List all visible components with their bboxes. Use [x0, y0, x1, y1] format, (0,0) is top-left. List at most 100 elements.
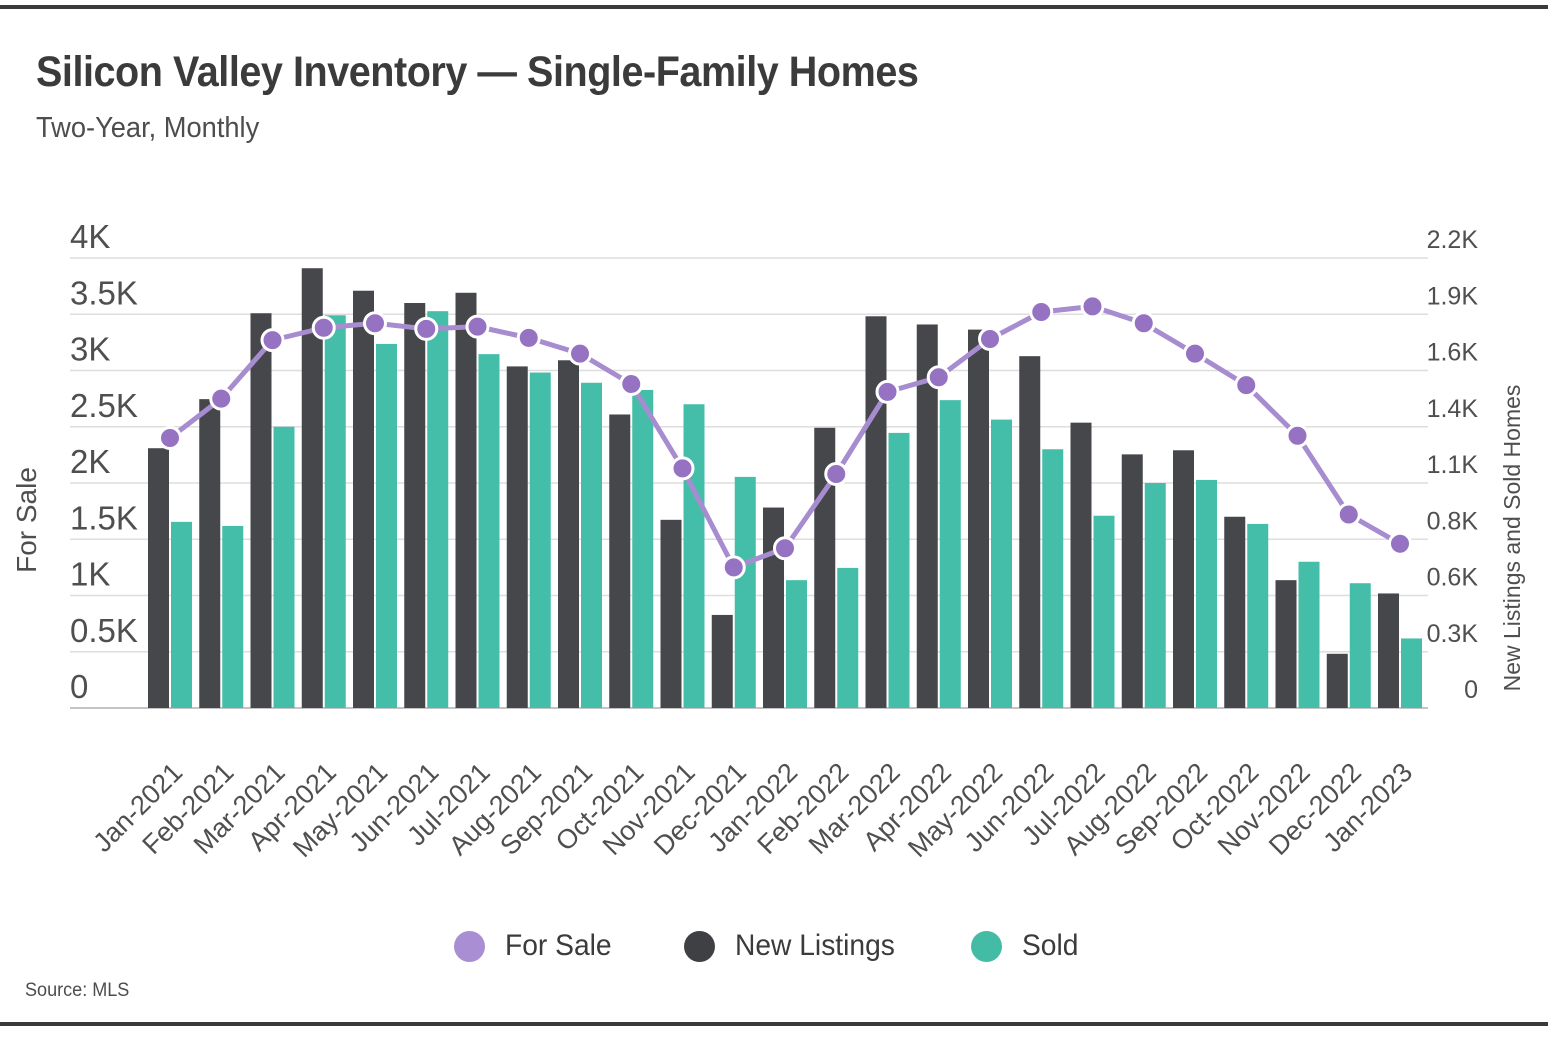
bar-sold-Jan-2021[interactable]: [171, 521, 192, 708]
bar-sold-May-2022[interactable]: [991, 419, 1012, 708]
left-axis-tick-label: 3K: [70, 331, 110, 368]
point-for-sale-May-2021[interactable]: [363, 311, 387, 336]
point-for-sale-Nov-2021[interactable]: [670, 456, 695, 481]
bar-new-listings-Jan-2023[interactable]: [1378, 593, 1399, 708]
left-axis-tick-label: 1.5K: [70, 499, 138, 536]
bar-new-listings-May-2022[interactable]: [968, 329, 989, 708]
bar-sold-Mar-2022[interactable]: [888, 432, 910, 708]
point-for-sale-Feb-2021[interactable]: [209, 386, 234, 411]
bar-new-listings-May-2021[interactable]: [353, 290, 374, 708]
bar-sold-Jun-2022[interactable]: [1042, 449, 1064, 708]
bar-sold-Apr-2021[interactable]: [324, 315, 346, 708]
right-axis-tick-label: 1.6K: [1427, 339, 1479, 367]
right-axis-tick-label: 1.1K: [1427, 451, 1479, 479]
point-for-sale-Jan-2021[interactable]: [158, 426, 182, 450]
bar-new-listings-Nov-2021[interactable]: [660, 519, 682, 708]
top-border-rule: [0, 5, 1548, 9]
point-for-sale-Apr-2021[interactable]: [311, 315, 336, 340]
point-for-sale-Dec-2021[interactable]: [721, 555, 746, 580]
legend-label-sold: Sold: [1022, 929, 1079, 962]
right-axis-tick-label: 0.3K: [1427, 620, 1479, 648]
point-for-sale-Jun-2022[interactable]: [1029, 300, 1054, 324]
legend-item-new-listings[interactable]: New Listings: [684, 929, 905, 963]
left-axis-tick-label: 0: [70, 668, 88, 705]
left-axis-title: For Sale: [11, 467, 42, 573]
bar-sold-Jun-2021[interactable]: [427, 311, 449, 708]
new-listings-swatch-icon: [684, 930, 716, 962]
bar-sold-Mar-2021[interactable]: [273, 426, 295, 708]
bar-new-listings-Sep-2021[interactable]: [558, 360, 579, 708]
point-for-sale-Jan-2023[interactable]: [1388, 531, 1412, 556]
point-for-sale-Aug-2021[interactable]: [516, 325, 541, 350]
bar-sold-Aug-2022[interactable]: [1144, 483, 1166, 708]
point-for-sale-Jul-2021[interactable]: [465, 314, 490, 339]
point-for-sale-Feb-2022[interactable]: [824, 462, 849, 486]
point-for-sale-Sep-2022[interactable]: [1183, 341, 1207, 366]
bar-sold-Oct-2021[interactable]: [632, 389, 654, 708]
bar-sold-Feb-2021[interactable]: [222, 525, 244, 708]
bar-new-listings-Aug-2022[interactable]: [1121, 454, 1143, 708]
bar-sold-Nov-2022[interactable]: [1298, 561, 1320, 708]
right-axis-title: New Listings and Sold Homes: [1499, 385, 1525, 692]
point-for-sale-Oct-2021[interactable]: [619, 372, 644, 396]
bar-sold-Dec-2022[interactable]: [1349, 583, 1371, 708]
bar-new-listings-Dec-2022[interactable]: [1326, 653, 1348, 708]
bar-new-listings-Dec-2021[interactable]: [711, 614, 733, 708]
source-note: Source: MLS: [25, 980, 130, 1001]
bar-new-listings-Apr-2022[interactable]: [916, 324, 938, 708]
chart-legend: For Sale New Listings Sold: [88, 920, 1448, 972]
left-axis-tick-label: 0.5K: [70, 612, 138, 649]
bar-sold-Jul-2022[interactable]: [1093, 515, 1115, 708]
legend-label-for-sale: For Sale: [504, 929, 612, 962]
point-for-sale-Nov-2022[interactable]: [1285, 423, 1310, 448]
bar-new-listings-Nov-2022[interactable]: [1275, 580, 1297, 708]
bar-new-listings-Apr-2021[interactable]: [301, 268, 323, 708]
bar-sold-Nov-2021[interactable]: [683, 404, 705, 708]
point-for-sale-Jul-2022[interactable]: [1080, 294, 1105, 319]
chart-subtitle: Two-Year, Monthly: [36, 112, 260, 144]
sold-swatch-icon: [971, 930, 1003, 962]
bar-new-listings-Mar-2021[interactable]: [250, 313, 272, 708]
bar-sold-May-2021[interactable]: [376, 343, 397, 708]
point-for-sale-Dec-2022[interactable]: [1336, 502, 1361, 527]
for-sale-swatch-icon: [453, 930, 485, 962]
bar-new-listings-Jan-2021[interactable]: [148, 448, 169, 708]
bar-sold-Jul-2021[interactable]: [478, 354, 500, 708]
point-for-sale-Jun-2021[interactable]: [414, 316, 439, 341]
bar-new-listings-Jul-2021[interactable]: [455, 292, 477, 708]
bar-new-listings-Jun-2021[interactable]: [404, 303, 426, 708]
bar-sold-Apr-2022[interactable]: [939, 400, 961, 708]
bar-new-listings-Jul-2022[interactable]: [1070, 422, 1092, 708]
right-axis-tick-label: 1.4K: [1427, 395, 1479, 423]
bar-new-listings-Oct-2021[interactable]: [609, 414, 631, 708]
point-for-sale-Mar-2021[interactable]: [260, 328, 285, 353]
bar-new-listings-Jun-2022[interactable]: [1019, 356, 1041, 708]
point-for-sale-Apr-2022[interactable]: [926, 365, 951, 390]
left-axis-tick-label: 4K: [70, 218, 110, 255]
bar-sold-Dec-2021[interactable]: [734, 476, 756, 708]
bar-new-listings-Feb-2021[interactable]: [199, 399, 221, 708]
left-axis-tick-label: 2K: [70, 443, 110, 480]
bar-new-listings-Sep-2022[interactable]: [1173, 450, 1194, 708]
bar-new-listings-Mar-2022[interactable]: [865, 316, 887, 708]
bar-sold-Jan-2023[interactable]: [1401, 638, 1422, 708]
bar-new-listings-Aug-2021[interactable]: [506, 366, 528, 708]
bar-sold-Sep-2022[interactable]: [1196, 479, 1217, 708]
bar-sold-Aug-2021[interactable]: [529, 372, 551, 708]
point-for-sale-Oct-2022[interactable]: [1234, 373, 1259, 398]
point-for-sale-Sep-2021[interactable]: [568, 341, 592, 366]
point-for-sale-Mar-2022[interactable]: [875, 379, 900, 404]
bar-sold-Sep-2021[interactable]: [581, 382, 602, 708]
point-for-sale-Jan-2022[interactable]: [773, 536, 797, 561]
bottom-border-rule: [0, 1022, 1548, 1026]
bar-new-listings-Oct-2022[interactable]: [1224, 516, 1246, 708]
point-for-sale-May-2022[interactable]: [978, 327, 1002, 351]
legend-item-sold[interactable]: Sold: [971, 929, 1082, 963]
bar-sold-Oct-2022[interactable]: [1247, 523, 1269, 708]
left-axis-tick-label: 2.5K: [70, 387, 138, 424]
bar-sold-Feb-2022[interactable]: [837, 567, 859, 708]
point-for-sale-Aug-2022[interactable]: [1131, 311, 1156, 336]
legend-item-for-sale[interactable]: For Sale: [453, 929, 618, 963]
bar-sold-Jan-2022[interactable]: [786, 580, 807, 708]
